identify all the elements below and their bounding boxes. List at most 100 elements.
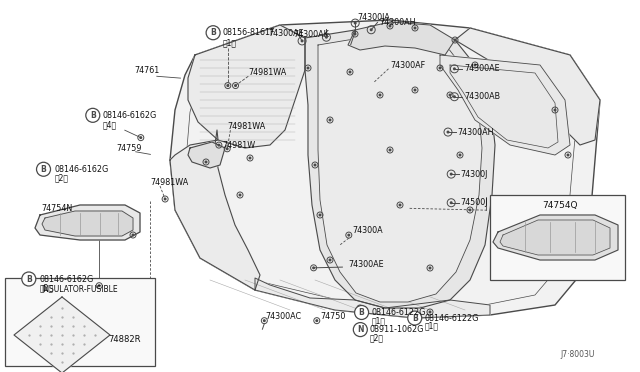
Text: （2）: （2）	[370, 333, 384, 342]
Circle shape	[474, 64, 477, 67]
Text: （1）: （1）	[371, 317, 385, 326]
Circle shape	[349, 71, 351, 74]
Text: B: B	[26, 275, 31, 283]
Circle shape	[36, 162, 51, 176]
Circle shape	[413, 26, 417, 29]
Circle shape	[554, 109, 557, 112]
Circle shape	[453, 95, 456, 98]
Text: 74981W: 74981W	[223, 141, 256, 150]
Text: 74754Q: 74754Q	[542, 201, 577, 209]
Text: 74981WA: 74981WA	[248, 68, 287, 77]
Circle shape	[248, 157, 252, 160]
Circle shape	[566, 154, 570, 157]
Circle shape	[234, 84, 237, 87]
Circle shape	[140, 136, 142, 139]
Circle shape	[218, 144, 220, 147]
Circle shape	[370, 28, 372, 31]
Circle shape	[98, 284, 100, 287]
Text: （2）: （2）	[54, 173, 68, 182]
Polygon shape	[455, 28, 600, 145]
Circle shape	[328, 119, 332, 122]
Text: 74300AK: 74300AK	[293, 30, 329, 39]
Circle shape	[86, 108, 100, 122]
Polygon shape	[255, 278, 490, 318]
Circle shape	[453, 67, 456, 70]
Bar	[5, 278, 155, 366]
Circle shape	[227, 84, 229, 87]
Text: B: B	[211, 28, 216, 37]
Text: 74882R: 74882R	[108, 336, 141, 344]
Circle shape	[206, 26, 220, 40]
Circle shape	[353, 323, 367, 337]
Text: 74754N: 74754N	[42, 204, 73, 213]
Circle shape	[263, 319, 266, 322]
Circle shape	[226, 147, 228, 150]
Circle shape	[378, 93, 381, 96]
Circle shape	[239, 193, 241, 196]
Text: 74300AF: 74300AF	[390, 61, 426, 70]
Text: 74981WA: 74981WA	[150, 178, 189, 187]
Circle shape	[164, 198, 166, 201]
Circle shape	[316, 319, 318, 322]
Text: 74500J: 74500J	[461, 198, 488, 207]
Text: 08146-6122G: 08146-6122G	[424, 314, 479, 323]
Text: 74761: 74761	[134, 66, 159, 75]
Text: 74300AE: 74300AE	[464, 64, 500, 73]
Circle shape	[131, 234, 134, 237]
Polygon shape	[170, 20, 600, 318]
Text: 08146-6122G: 08146-6122G	[371, 308, 426, 317]
Text: N: N	[357, 325, 364, 334]
Text: B: B	[359, 308, 364, 317]
Circle shape	[328, 259, 332, 262]
Text: 74300AB: 74300AB	[464, 92, 500, 101]
Text: B: B	[90, 111, 95, 120]
Bar	[490, 195, 625, 280]
Polygon shape	[318, 38, 482, 302]
Circle shape	[354, 22, 356, 25]
Text: 74300AE: 74300AE	[269, 29, 305, 38]
Circle shape	[348, 234, 350, 237]
Text: 74300AC: 74300AC	[266, 312, 301, 321]
Circle shape	[314, 164, 317, 167]
Polygon shape	[35, 205, 140, 240]
Circle shape	[408, 311, 422, 325]
Text: （1）: （1）	[223, 38, 237, 47]
Polygon shape	[440, 55, 570, 155]
Circle shape	[399, 203, 401, 206]
Text: 74759: 74759	[116, 144, 142, 153]
Text: 74300AH: 74300AH	[458, 128, 494, 137]
Circle shape	[454, 38, 456, 42]
Circle shape	[450, 201, 452, 204]
Circle shape	[312, 266, 315, 269]
Text: 08146-6162G: 08146-6162G	[102, 111, 157, 120]
Text: 74300JA: 74300JA	[357, 13, 390, 22]
Polygon shape	[493, 215, 618, 260]
Text: （2）: （2）	[40, 283, 54, 292]
Circle shape	[447, 131, 449, 134]
Text: 74300AH: 74300AH	[379, 18, 415, 27]
Text: 08146-6162G: 08146-6162G	[54, 165, 109, 174]
Text: 08146-6162G: 08146-6162G	[40, 275, 94, 283]
Polygon shape	[170, 130, 260, 290]
Text: （1）: （1）	[424, 322, 438, 331]
Text: INSULATOR-FUSIBLE: INSULATOR-FUSIBLE	[42, 285, 118, 294]
Circle shape	[450, 173, 452, 176]
Circle shape	[319, 214, 321, 217]
Circle shape	[388, 25, 392, 28]
Circle shape	[388, 148, 392, 151]
Circle shape	[22, 272, 36, 286]
Polygon shape	[348, 22, 455, 55]
Circle shape	[358, 307, 362, 310]
Polygon shape	[188, 142, 225, 168]
Polygon shape	[42, 211, 133, 236]
Text: 74300J: 74300J	[461, 170, 488, 179]
Text: 74300A: 74300A	[352, 226, 383, 235]
Polygon shape	[305, 30, 495, 308]
Text: （4）: （4）	[102, 120, 116, 129]
Text: J7·8003U: J7·8003U	[561, 350, 595, 359]
Text: B: B	[412, 314, 417, 323]
Text: 74300AE: 74300AE	[349, 260, 385, 269]
Circle shape	[325, 36, 328, 39]
Circle shape	[307, 67, 310, 70]
Circle shape	[355, 305, 369, 320]
